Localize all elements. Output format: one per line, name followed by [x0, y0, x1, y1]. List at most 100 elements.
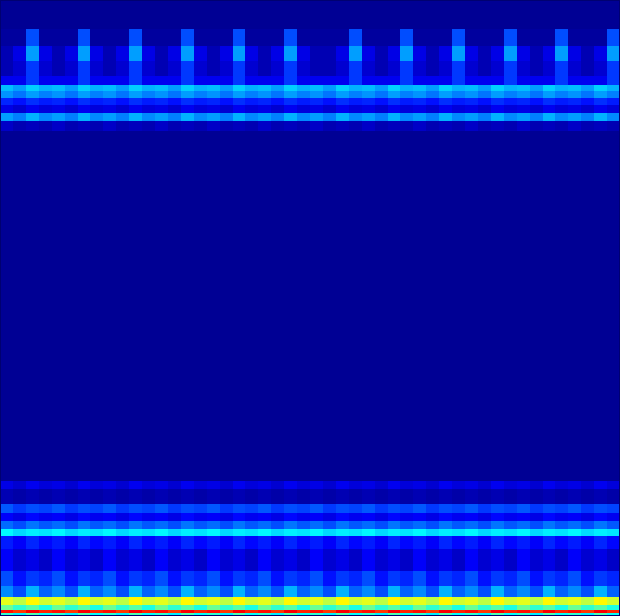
- cell: [103, 480, 117, 489]
- cell: [233, 84, 247, 91]
- cell: [465, 528, 479, 536]
- cell: [181, 45, 195, 61]
- cell: [258, 528, 272, 536]
- cell: [258, 97, 272, 105]
- cell: [233, 97, 247, 105]
- cell: [220, 520, 234, 529]
- cell: [504, 130, 518, 481]
- cell: [155, 548, 169, 571]
- cell: [310, 84, 324, 91]
- cell: [413, 528, 427, 536]
- cell: [530, 0, 544, 29]
- cell: [388, 28, 402, 46]
- cell: [13, 520, 27, 529]
- cell: [413, 45, 427, 61]
- cell: [310, 488, 324, 504]
- cell: [233, 503, 247, 513]
- cell: [168, 570, 182, 586]
- cell: [220, 90, 234, 98]
- cell: [13, 570, 27, 586]
- cell: [362, 75, 376, 85]
- cell: [116, 112, 130, 121]
- cell: [336, 75, 350, 85]
- cell: [129, 75, 143, 85]
- cell: [168, 488, 182, 504]
- cell: [168, 480, 182, 489]
- cell: [375, 535, 389, 549]
- cell: [258, 480, 272, 489]
- cell: [116, 104, 130, 113]
- cell: [220, 112, 234, 121]
- cell: [362, 596, 376, 605]
- cell: [491, 90, 505, 98]
- cell: [517, 28, 531, 46]
- cell: [336, 512, 350, 521]
- cell: [568, 585, 582, 597]
- cell: [607, 60, 620, 76]
- cell: [388, 60, 402, 76]
- cell: [607, 28, 620, 46]
- cell: [607, 0, 620, 29]
- cell: [297, 130, 311, 481]
- cell: [439, 28, 453, 46]
- cell: [297, 480, 311, 489]
- cell: [349, 585, 363, 597]
- cell: [452, 0, 466, 29]
- cell: [310, 90, 324, 98]
- cell: [426, 503, 440, 513]
- cell: [452, 488, 466, 504]
- cell: [439, 90, 453, 98]
- cell: [310, 548, 324, 571]
- cell: [142, 528, 156, 536]
- cell: [400, 97, 414, 105]
- cell: [530, 488, 544, 504]
- cell: [426, 0, 440, 29]
- cell: [26, 120, 40, 131]
- cell: [13, 90, 27, 98]
- cell: [607, 75, 620, 85]
- cell: [245, 570, 259, 586]
- cell: [103, 120, 117, 131]
- cell: [530, 28, 544, 46]
- cell: [478, 28, 492, 46]
- cell: [0, 528, 14, 536]
- cell: [116, 535, 130, 549]
- cell: [478, 97, 492, 105]
- cell: [413, 585, 427, 597]
- cell: [65, 84, 79, 91]
- cell: [323, 84, 337, 91]
- cell: [39, 75, 53, 85]
- cell: [129, 130, 143, 481]
- cell: [530, 520, 544, 529]
- cell: [375, 0, 389, 29]
- cell: [336, 84, 350, 91]
- cell: [207, 28, 221, 46]
- cell: [607, 488, 620, 504]
- cell: [362, 112, 376, 121]
- cell: [362, 512, 376, 521]
- cell: [103, 503, 117, 513]
- cell: [181, 84, 195, 91]
- cell: [13, 60, 27, 76]
- cell: [13, 112, 27, 121]
- cell: [220, 97, 234, 105]
- cell: [142, 104, 156, 113]
- cell: [375, 512, 389, 521]
- cell: [258, 512, 272, 521]
- cell: [491, 0, 505, 29]
- cell: [168, 45, 182, 61]
- cell: [594, 604, 608, 610]
- cell: [530, 535, 544, 549]
- cell: [233, 604, 247, 610]
- cell: [452, 535, 466, 549]
- cell: [0, 90, 14, 98]
- cell: [452, 596, 466, 605]
- cell: [504, 512, 518, 521]
- cell: [310, 512, 324, 521]
- cell: [39, 488, 53, 504]
- cell: [116, 503, 130, 513]
- cell: [78, 596, 92, 605]
- cell: [233, 0, 247, 29]
- cell: [103, 112, 117, 121]
- cell: [245, 520, 259, 529]
